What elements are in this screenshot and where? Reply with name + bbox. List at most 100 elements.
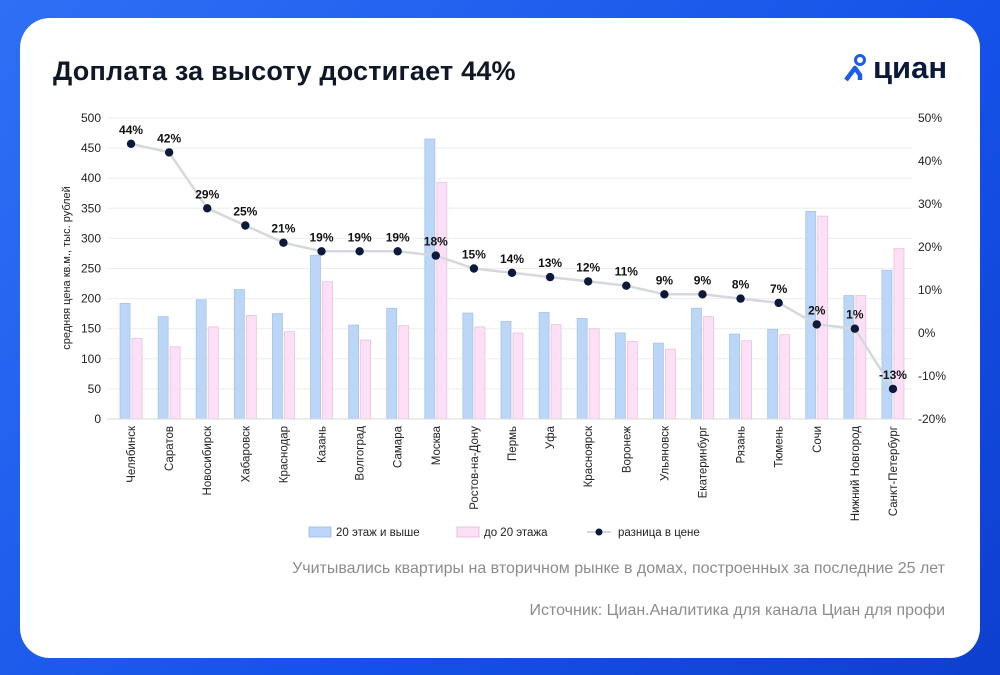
data-label: 7%	[770, 282, 788, 296]
bar-7-high	[386, 307, 398, 420]
data-label: 14%	[500, 252, 524, 266]
bar-5-high	[310, 254, 321, 420]
difference-point	[583, 277, 593, 286]
data-label: 42%	[157, 131, 181, 145]
data-label: 29%	[195, 187, 219, 201]
bar-1-high	[157, 316, 169, 420]
difference-point	[698, 290, 707, 299]
bar-14-low	[664, 348, 676, 420]
y2-tick-label: -10%	[918, 369, 946, 383]
x-tick-label: Нижний Новгород	[850, 426, 862, 522]
page-title: Доплата за высоту достигает 44%	[53, 56, 516, 86]
x-tick-label: Тюмень	[774, 426, 786, 468]
data-label: 1%	[846, 308, 864, 322]
y-axis-title: средняя цена кв.м., тыс. рублей	[61, 186, 73, 350]
difference-point	[545, 272, 555, 282]
bar-17-low	[779, 334, 791, 420]
y-tick-label: 0	[94, 412, 101, 426]
bar-12-low	[588, 328, 600, 420]
bar-6-low	[360, 339, 372, 420]
x-tick-label: Хабаровск	[240, 425, 252, 482]
data-label: 25%	[233, 205, 257, 219]
bar-12-high	[576, 318, 588, 420]
difference-point	[469, 264, 479, 273]
x-tick-label: Красноярск	[583, 425, 595, 487]
bar-9-high	[462, 312, 474, 420]
y-tick-label: 100	[81, 352, 101, 366]
y-tick-label: 50	[88, 382, 102, 396]
y-tick-label: 450	[81, 141, 101, 155]
bar-6-high	[348, 324, 360, 420]
bar-0-high	[119, 303, 131, 420]
data-label: 19%	[310, 230, 334, 244]
x-tick-label: Волгоград	[355, 426, 367, 481]
bar-10-high	[500, 321, 512, 420]
x-tick-label: Саратов	[164, 426, 176, 471]
bar-15-low	[703, 316, 714, 420]
y-tick-label: 200	[81, 292, 101, 306]
bar-3-low	[245, 315, 257, 420]
source-note: Источник: Циан.Аналитика для канала Циан…	[529, 602, 945, 619]
bar-11-low	[550, 324, 562, 420]
bar-18-low	[817, 215, 829, 420]
bar-15-high	[691, 307, 702, 420]
legend-swatch-high	[308, 526, 332, 538]
difference-point	[774, 298, 783, 308]
difference-point	[812, 320, 821, 329]
x-tick-label: Ульяновск	[659, 425, 671, 481]
difference-point	[507, 268, 517, 277]
bar-16-low	[741, 340, 752, 420]
x-tick-label: Казань	[317, 426, 329, 463]
bar-14-high	[652, 342, 664, 420]
x-tick-label: Краснодар	[278, 426, 290, 483]
difference-point	[850, 324, 860, 333]
bar-9-low	[474, 326, 486, 420]
y2-tick-label: 40%	[918, 154, 942, 168]
bar-4-high	[272, 313, 283, 420]
difference-point	[393, 247, 402, 256]
bar-7-low	[398, 325, 410, 420]
y-tick-label: 150	[81, 322, 101, 336]
x-tick-label: Самара	[393, 425, 405, 468]
bar-17-high	[767, 328, 779, 420]
x-tick-label: Новосибирск	[202, 425, 214, 495]
y-tick-label: 350	[81, 201, 101, 215]
x-tick-label: Санкт-Петербург	[888, 426, 900, 516]
x-tick-label: Екатеринбург	[697, 426, 709, 498]
data-label: 15%	[462, 248, 486, 262]
x-tick-label: Воронеж	[621, 426, 633, 473]
data-label: 9%	[656, 273, 674, 287]
bar-10-low	[512, 332, 524, 420]
bar-2-high	[195, 299, 207, 420]
x-tick-label: Челябинск	[126, 425, 138, 483]
difference-point	[126, 139, 136, 148]
difference-point	[736, 294, 745, 303]
bar-1-low	[169, 346, 181, 420]
bar-13-low	[626, 340, 638, 420]
y2-tick-label: 10%	[918, 283, 942, 297]
data-label: 8%	[732, 278, 750, 292]
footnote: Учитывались квартиры на вторичном рынке …	[292, 560, 945, 577]
data-label: 9%	[694, 273, 712, 287]
data-label: 13%	[538, 256, 562, 270]
bar-5-low	[322, 281, 333, 420]
x-tick-label: Пермь	[507, 426, 519, 461]
difference-point	[203, 204, 212, 213]
logo: циан	[843, 50, 947, 86]
bar-20-high	[881, 269, 893, 420]
difference-line	[130, 142, 895, 390]
y-tick-label: 300	[81, 231, 101, 245]
logo-text: циан	[873, 50, 948, 85]
legend-swatch-low	[456, 526, 480, 538]
y2-tick-label: -20%	[918, 412, 946, 426]
x-tick-label: Уфа	[545, 425, 557, 449]
y2-tick-label: 50%	[918, 111, 942, 125]
difference-point	[355, 247, 364, 256]
x-tick-label: Сочи	[812, 426, 824, 453]
legend-label: 20 этаж и выше	[336, 527, 420, 539]
difference-point	[279, 238, 288, 247]
data-label: -13%	[879, 368, 907, 382]
y-tick-label: 500	[81, 111, 101, 125]
difference-point	[888, 384, 898, 394]
